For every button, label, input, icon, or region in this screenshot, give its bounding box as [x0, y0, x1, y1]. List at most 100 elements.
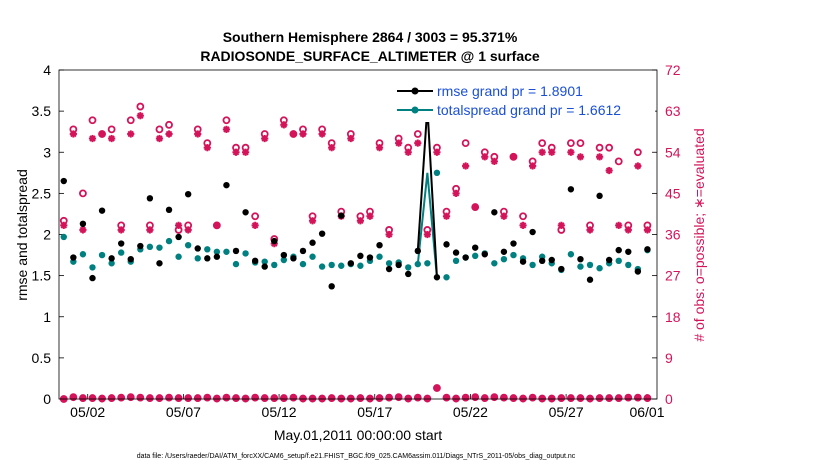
y-axis-right-label: # of obs: o=possible; ∗=evaluated	[691, 128, 707, 341]
rmse-point	[596, 192, 603, 200]
obs-floor-evaluated-point	[643, 394, 652, 402]
rmse-point	[60, 177, 67, 185]
rmse-point	[366, 254, 374, 261]
rmse-point	[338, 212, 345, 219]
obs-evaluated-point	[280, 121, 288, 129]
obs-floor-evaluated-point	[213, 394, 221, 403]
totalspread-point	[89, 264, 96, 271]
rmse-point	[433, 274, 441, 281]
obs-floor-evaluated-point	[241, 394, 250, 403]
y-axis-left-label: rmse and totalspread	[14, 169, 30, 301]
legend-marker-rmse	[411, 87, 419, 95]
rmse-point	[156, 260, 163, 267]
rmse-point	[251, 257, 259, 265]
obs-possible-point	[155, 125, 164, 134]
y-left-tick-label: 3	[43, 144, 51, 160]
rmse-point	[108, 255, 115, 262]
obs-floor-evaluated-point	[98, 394, 106, 403]
rmse-point	[625, 248, 632, 255]
totalspread-point	[184, 241, 192, 249]
obs-floor-evaluated-point	[538, 394, 546, 403]
obs-evaluated-point	[69, 130, 77, 138]
obs-evaluated-point	[175, 221, 183, 229]
totalspread-point	[414, 260, 421, 268]
obs-possible-point	[595, 143, 604, 152]
totalspread-point	[443, 274, 450, 281]
obs-floor-evaluated-point	[452, 394, 460, 403]
obs-floor-evaluated-point	[270, 394, 278, 402]
obs-possible-point	[576, 139, 585, 148]
obs-evaluated-point	[395, 139, 403, 147]
totalspread-point	[146, 243, 154, 251]
obs-evaluated-point	[538, 148, 546, 156]
totalspread-point	[452, 257, 460, 265]
obs-evaluated-point	[213, 221, 221, 229]
y-left-tick-label: 2.5	[32, 185, 52, 201]
obs-floor-evaluated-point	[155, 394, 164, 402]
rmse-point	[261, 263, 268, 270]
totalspread-point	[510, 251, 517, 259]
obs-evaluated-point	[308, 217, 317, 225]
obs-floor-evaluated-point	[69, 393, 77, 401]
obs-floor-evaluated-point	[395, 393, 403, 401]
totalspread-point	[280, 256, 288, 264]
obs-evaluated-point	[203, 144, 211, 152]
obs-evaluated-point	[261, 134, 269, 143]
obs-floor-evaluated-point	[88, 394, 97, 402]
x-axis-label: May.01,2011 00:00:00 start	[274, 427, 442, 443]
rmse-point	[443, 241, 450, 248]
totalspread-point	[194, 255, 201, 262]
rmse-point	[586, 276, 594, 283]
obs-floor-evaluated-point	[442, 394, 451, 402]
y-right-tick-label: 27	[665, 268, 681, 284]
obs-floor-evaluated-point	[184, 394, 192, 402]
y-left-tick-label: 1	[43, 309, 51, 325]
totalspread-point	[577, 263, 584, 270]
obs-evaluated-point	[222, 125, 231, 134]
x-tick-label: 05/12	[262, 404, 297, 420]
obs-evaluated-point	[155, 134, 164, 143]
obs-floor-evaluated-point	[337, 394, 345, 403]
totalspread-point	[318, 263, 326, 270]
rmse-point	[567, 186, 575, 193]
obs-possible-point	[519, 212, 527, 221]
rmse-point	[376, 241, 383, 249]
obs-evaluated-point	[88, 134, 97, 143]
obs-floor-evaluated-point	[423, 394, 431, 403]
obs-floor-evaluated-point	[308, 394, 317, 403]
rmse-point	[290, 255, 297, 262]
rmse-point	[558, 265, 565, 273]
obs-evaluated-point	[117, 226, 125, 234]
obs-evaluated-point	[433, 148, 441, 156]
obs-floor-evaluated-point	[471, 393, 479, 401]
totalspread-point	[567, 251, 575, 258]
obs-possible-point	[79, 189, 87, 198]
rmse-point	[605, 256, 613, 264]
y-left-tick-label: 2	[43, 227, 51, 243]
obs-floor-evaluated-point	[146, 394, 154, 402]
rmse-point	[309, 239, 316, 246]
rmse-point	[271, 237, 278, 245]
obs-evaluated-point	[414, 139, 422, 147]
obs-evaluated-point	[462, 162, 470, 170]
obs-evaluated-point	[605, 166, 613, 175]
rmse-point	[204, 255, 211, 262]
obs-floor-evaluated-point	[108, 394, 116, 402]
rmse-point	[357, 252, 364, 260]
totalspread-point	[424, 260, 431, 267]
obs-evaluated-point	[108, 134, 116, 143]
obs-possible-point	[461, 139, 470, 148]
obs-floor-evaluated-point	[356, 394, 364, 402]
obs-floor-evaluated-point	[462, 394, 470, 402]
rmse-point	[634, 268, 642, 275]
obs-evaluated-point	[184, 226, 192, 234]
obs-floor-evaluated-point	[509, 394, 518, 402]
obs-evaluated-point	[194, 130, 202, 138]
x-tick-label: 05/22	[453, 404, 488, 420]
obs-evaluated-point	[519, 221, 527, 229]
obs-possible-point	[107, 125, 116, 134]
obs-possible-point	[222, 116, 231, 125]
obs-evaluated-point	[385, 230, 393, 239]
rmse-point	[385, 265, 393, 273]
